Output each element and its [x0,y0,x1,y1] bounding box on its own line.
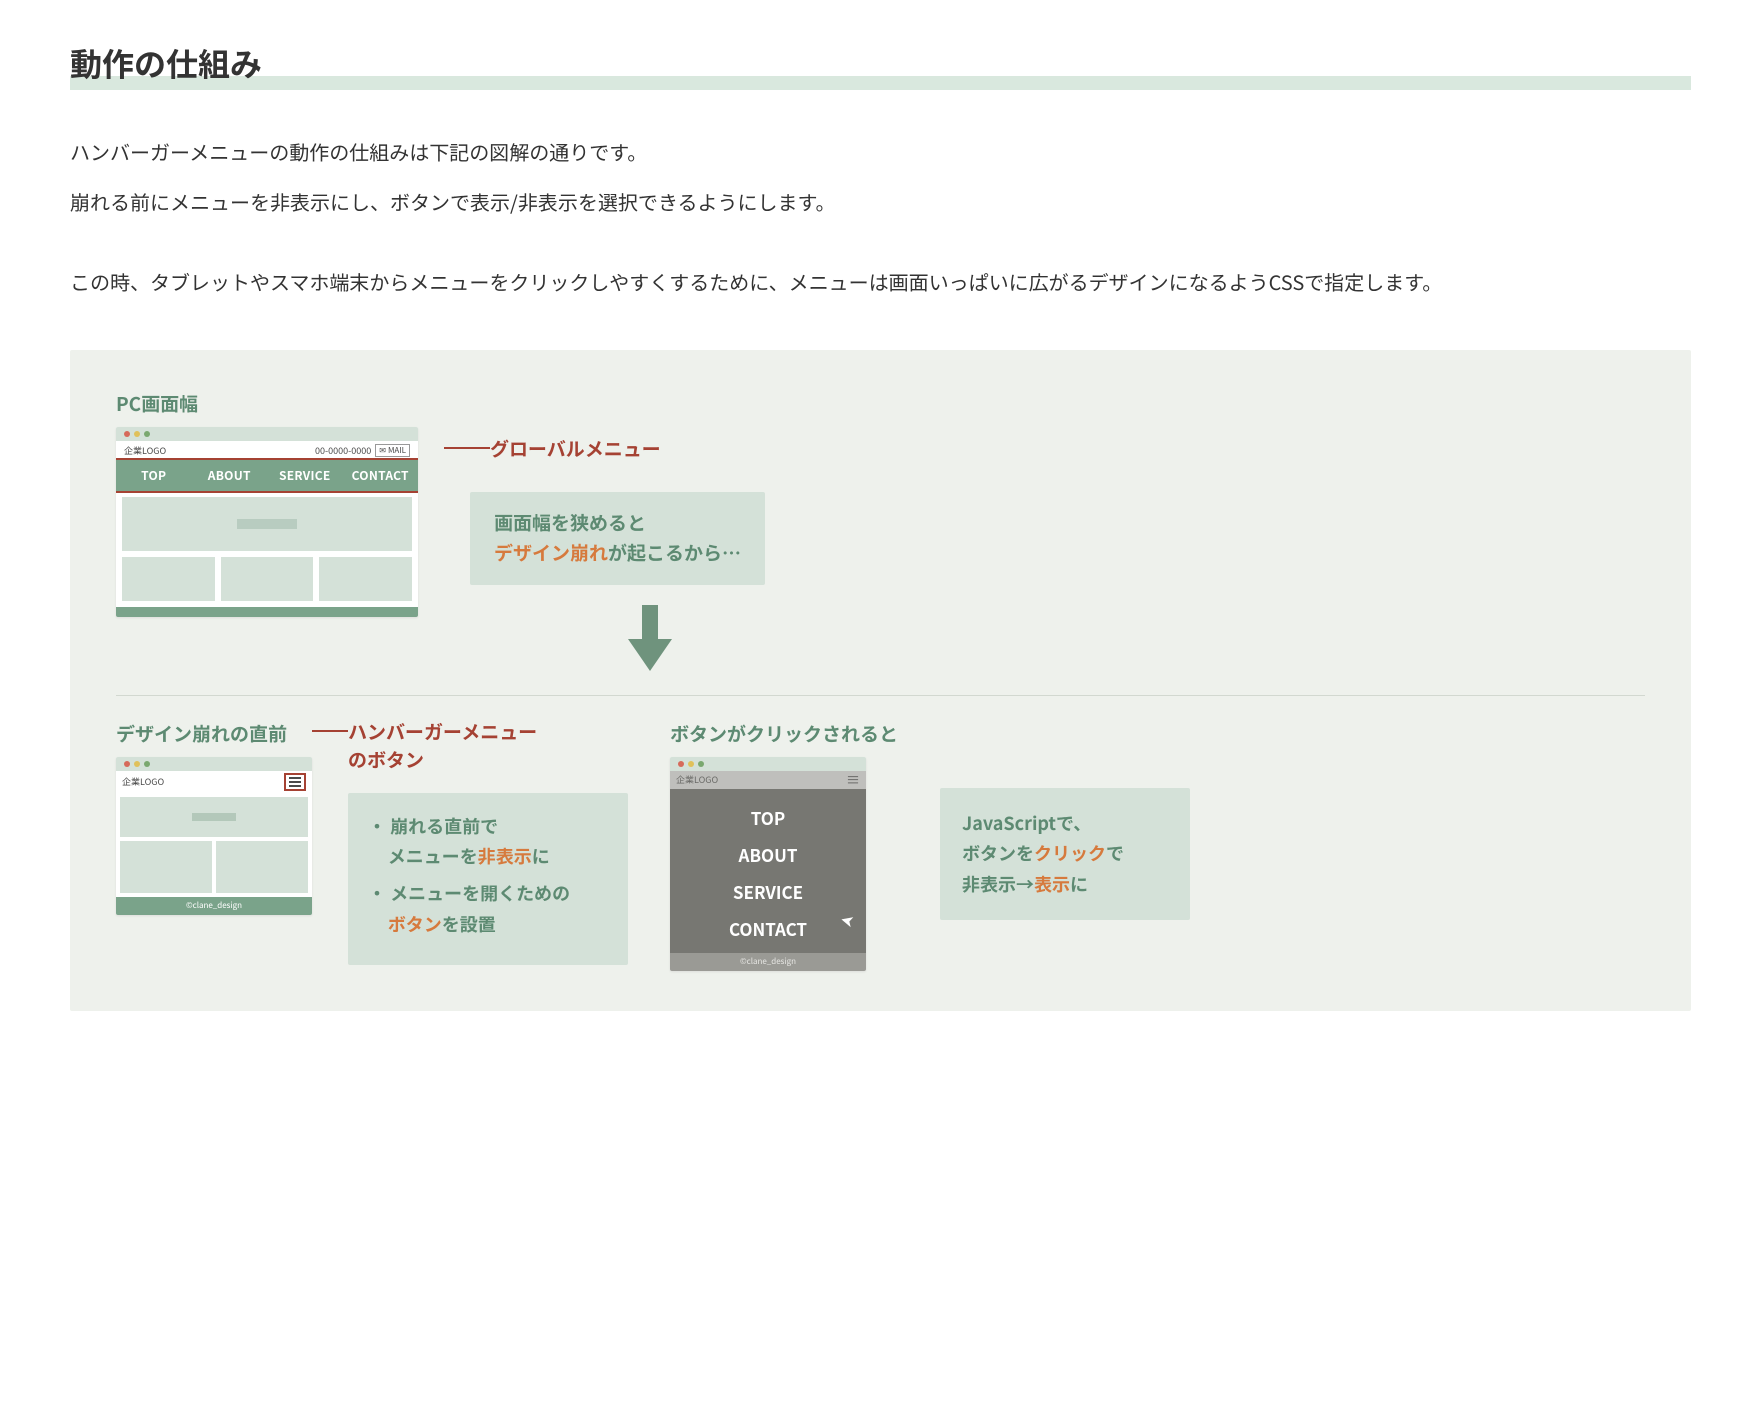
hamburger-button[interactable] [284,773,306,791]
traffic-light-green-icon [144,431,150,437]
bullet-1: 崩れる直前で メニューを非表示に [368,811,608,872]
breakpoint-mock-window: 企業LOGO ©clane_design [116,757,312,915]
hamburger-callout: ハンバーガーメニュー のボタン [348,718,628,775]
nav-top: TOP [116,467,192,484]
note-line2b: が起こるから… [608,539,741,566]
overlay-item-service[interactable]: SERVICE [670,873,866,910]
intro-paragraph-2: 崩れる前にメニューを非表示にし、ボタンで表示/非表示を選択できるようにします。 [70,180,1691,224]
pc-top-strip: 企業LOGO 00-0000-0000 ✉ MAIL [116,441,418,460]
pc-mock-window: 企業LOGO 00-0000-0000 ✉ MAIL TOP ABOUT SER… [116,427,418,617]
intro-paragraph-3: この時、タブレットやスマホ端末からメニューをクリックしやすくするために、メニュー… [70,260,1691,304]
bullet-box: 崩れる直前で メニューを非表示に メニューを開くための ボタンを設置 [348,793,628,965]
nav-service: SERVICE [267,467,343,484]
mail-label: MAIL [388,445,406,456]
overlay-mock-window: 企業LOGO ≡ TOP ABOUT SERVICE CONTACT ➤ ©cl… [670,757,866,971]
pc-cards [116,551,418,607]
arrow-down-icon [628,605,765,671]
overlay-item-contact[interactable]: CONTACT [670,910,866,947]
traffic-light-green-icon [698,761,704,767]
breakpoint-subheading: デザイン崩れの直前 [116,720,312,747]
javascript-note-box: JavaScriptで、 ボタンをクリックで 非表示→表示に [940,788,1190,920]
pc-logo: 企業LOGO [124,444,166,457]
ov-footer: ©clane_design [670,953,866,971]
mail-icon: ✉ [379,445,386,456]
overlay-item-top[interactable]: TOP [670,799,866,836]
section-heading: 動作の仕組み [70,40,1691,90]
nav-contact: CONTACT [343,467,419,484]
nav-about: ABOUT [192,467,268,484]
traffic-light-yellow-icon [688,761,694,767]
global-nav: TOP ABOUT SERVICE CONTACT [116,460,418,491]
pc-hero [122,497,412,551]
overlay-item-about[interactable]: ABOUT [670,836,866,873]
infographic: PC画面幅 企業LOGO 00-0000-0000 ✉ MAIL TO [70,350,1691,1011]
ov-logo: 企業LOGO [676,773,718,786]
traffic-light-green-icon [144,761,150,767]
traffic-light-yellow-icon [134,761,140,767]
note-line2a: デザイン崩れ [494,539,608,566]
bullet-2: メニューを開くための ボタンを設置 [368,878,608,939]
traffic-light-red-icon [124,431,130,437]
mail-badge: ✉ MAIL [375,444,410,457]
section-divider [116,695,1645,696]
intro-paragraph-1: ハンバーガーメニューの動作の仕組みは下記の図解の通りです。 [70,130,1691,174]
pc-tel: 00-0000-0000 [315,444,371,457]
traffic-light-red-icon [124,761,130,767]
note-line1: 画面幅を狭めると [494,509,646,536]
traffic-light-yellow-icon [134,431,140,437]
hamburger-icon[interactable]: ≡ [846,773,860,787]
clicked-subheading: ボタンがクリックされると [670,720,898,747]
window-titlebar [116,427,418,441]
pc-footer [116,607,418,617]
traffic-light-red-icon [678,761,684,767]
note-narrow-screen: 画面幅を狭めると デザイン崩れが起こるから… [470,492,765,585]
global-menu-callout: グローバルメニュー [490,435,765,462]
sw-logo: 企業LOGO [122,775,164,788]
sw-footer: ©clane_design [116,897,312,915]
pc-subheading: PC画面幅 [116,390,1645,417]
